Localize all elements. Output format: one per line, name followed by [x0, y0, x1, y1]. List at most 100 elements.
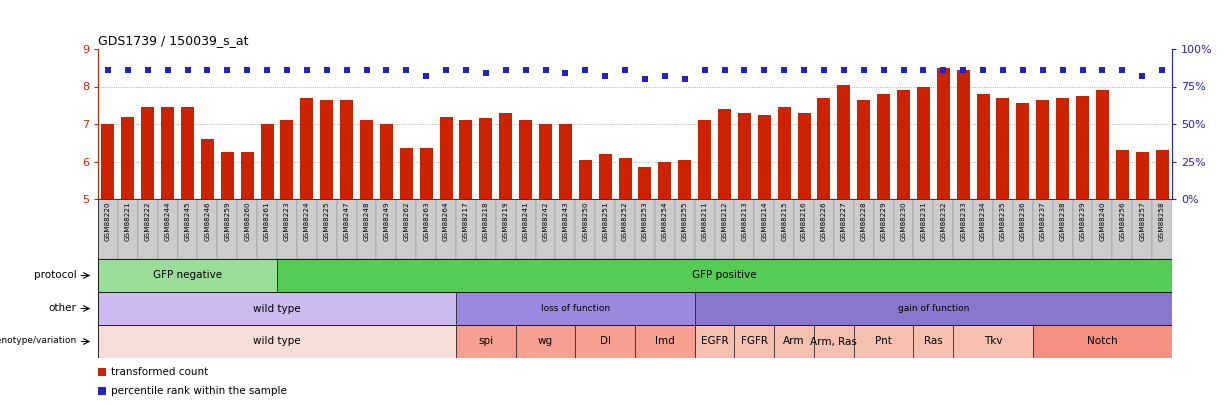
Point — [714, 67, 734, 73]
Point — [993, 67, 1012, 73]
Text: GSM88252: GSM88252 — [622, 201, 628, 241]
Text: GSM88258: GSM88258 — [1160, 201, 1166, 241]
Bar — [575, 199, 595, 259]
Text: GSM88237: GSM88237 — [1039, 201, 1045, 241]
Text: GSM88247: GSM88247 — [344, 201, 350, 241]
Bar — [496, 199, 515, 259]
Text: GSM88261: GSM88261 — [264, 201, 270, 241]
Bar — [198, 199, 217, 259]
Bar — [1037, 100, 1049, 199]
Bar — [1076, 96, 1090, 199]
Bar — [98, 368, 106, 376]
Bar — [277, 259, 1172, 292]
Point — [1053, 67, 1072, 73]
Text: GSM88220: GSM88220 — [106, 201, 110, 241]
Bar — [556, 199, 575, 259]
Bar — [297, 199, 317, 259]
Bar — [755, 199, 774, 259]
Text: GSM88236: GSM88236 — [1020, 201, 1026, 241]
Text: GSM88263: GSM88263 — [423, 201, 429, 241]
Bar — [798, 113, 811, 199]
Bar — [774, 325, 814, 358]
Text: GSM88242: GSM88242 — [542, 201, 548, 241]
Text: wild type: wild type — [253, 337, 301, 347]
Bar — [913, 199, 934, 259]
Point — [118, 67, 137, 73]
Bar — [317, 199, 336, 259]
Text: other: other — [49, 303, 76, 313]
Text: GSM88249: GSM88249 — [383, 201, 389, 241]
Point — [198, 67, 217, 73]
Bar — [161, 107, 174, 199]
Text: GSM88260: GSM88260 — [244, 201, 250, 241]
Bar — [519, 120, 533, 199]
Point — [893, 67, 913, 73]
Text: FGFR: FGFR — [741, 337, 768, 347]
Text: GSM88227: GSM88227 — [840, 201, 847, 241]
Bar — [675, 199, 694, 259]
Bar — [694, 199, 714, 259]
Point — [1092, 67, 1112, 73]
Text: GSM88229: GSM88229 — [881, 201, 887, 241]
Point — [934, 67, 953, 73]
Bar — [336, 199, 357, 259]
Bar — [102, 124, 114, 199]
Text: GSM88213: GSM88213 — [741, 201, 747, 241]
Text: GDS1739 / 150039_s_at: GDS1739 / 150039_s_at — [98, 34, 249, 47]
Text: GFP positive: GFP positive — [692, 271, 757, 281]
Point — [735, 67, 755, 73]
Point — [237, 67, 256, 73]
Point — [755, 67, 774, 73]
Bar — [340, 100, 353, 199]
Point — [973, 67, 993, 73]
Bar — [893, 199, 913, 259]
Bar — [178, 199, 198, 259]
Point — [536, 67, 556, 73]
Bar — [694, 325, 735, 358]
Bar — [416, 199, 436, 259]
Bar — [834, 199, 854, 259]
Point — [158, 67, 178, 73]
Bar — [98, 199, 118, 259]
Bar — [957, 70, 969, 199]
Bar — [118, 199, 137, 259]
Bar — [636, 325, 694, 358]
Bar — [400, 148, 412, 199]
Bar — [735, 199, 755, 259]
Bar — [98, 292, 456, 325]
Point — [496, 67, 515, 73]
Point — [217, 67, 237, 73]
Text: protocol: protocol — [33, 269, 76, 279]
Bar — [515, 325, 575, 358]
Bar — [439, 117, 453, 199]
Bar — [237, 199, 258, 259]
Point — [317, 67, 336, 73]
Text: GSM88222: GSM88222 — [145, 201, 151, 241]
Bar — [377, 199, 396, 259]
Bar — [480, 118, 492, 199]
Bar — [917, 87, 930, 199]
Point — [98, 67, 118, 73]
Text: Arm: Arm — [783, 337, 805, 347]
Text: GSM88246: GSM88246 — [205, 201, 210, 241]
Point — [1014, 67, 1033, 73]
Text: GSM88232: GSM88232 — [940, 201, 946, 241]
Text: Dl: Dl — [600, 337, 611, 347]
Point — [694, 67, 714, 73]
Text: GSM88250: GSM88250 — [583, 201, 588, 241]
Text: gain of function: gain of function — [898, 304, 969, 313]
Point — [377, 67, 396, 73]
Point — [615, 67, 634, 73]
Bar — [98, 325, 456, 358]
Text: GSM88248: GSM88248 — [363, 201, 369, 241]
Bar — [638, 167, 652, 199]
Text: Notch: Notch — [1087, 337, 1118, 347]
Bar — [240, 152, 254, 199]
Point — [854, 67, 874, 73]
Point — [1033, 67, 1053, 73]
Bar — [837, 85, 850, 199]
Bar — [560, 124, 572, 199]
Bar — [897, 90, 910, 199]
Bar — [137, 199, 157, 259]
Point — [357, 67, 377, 73]
